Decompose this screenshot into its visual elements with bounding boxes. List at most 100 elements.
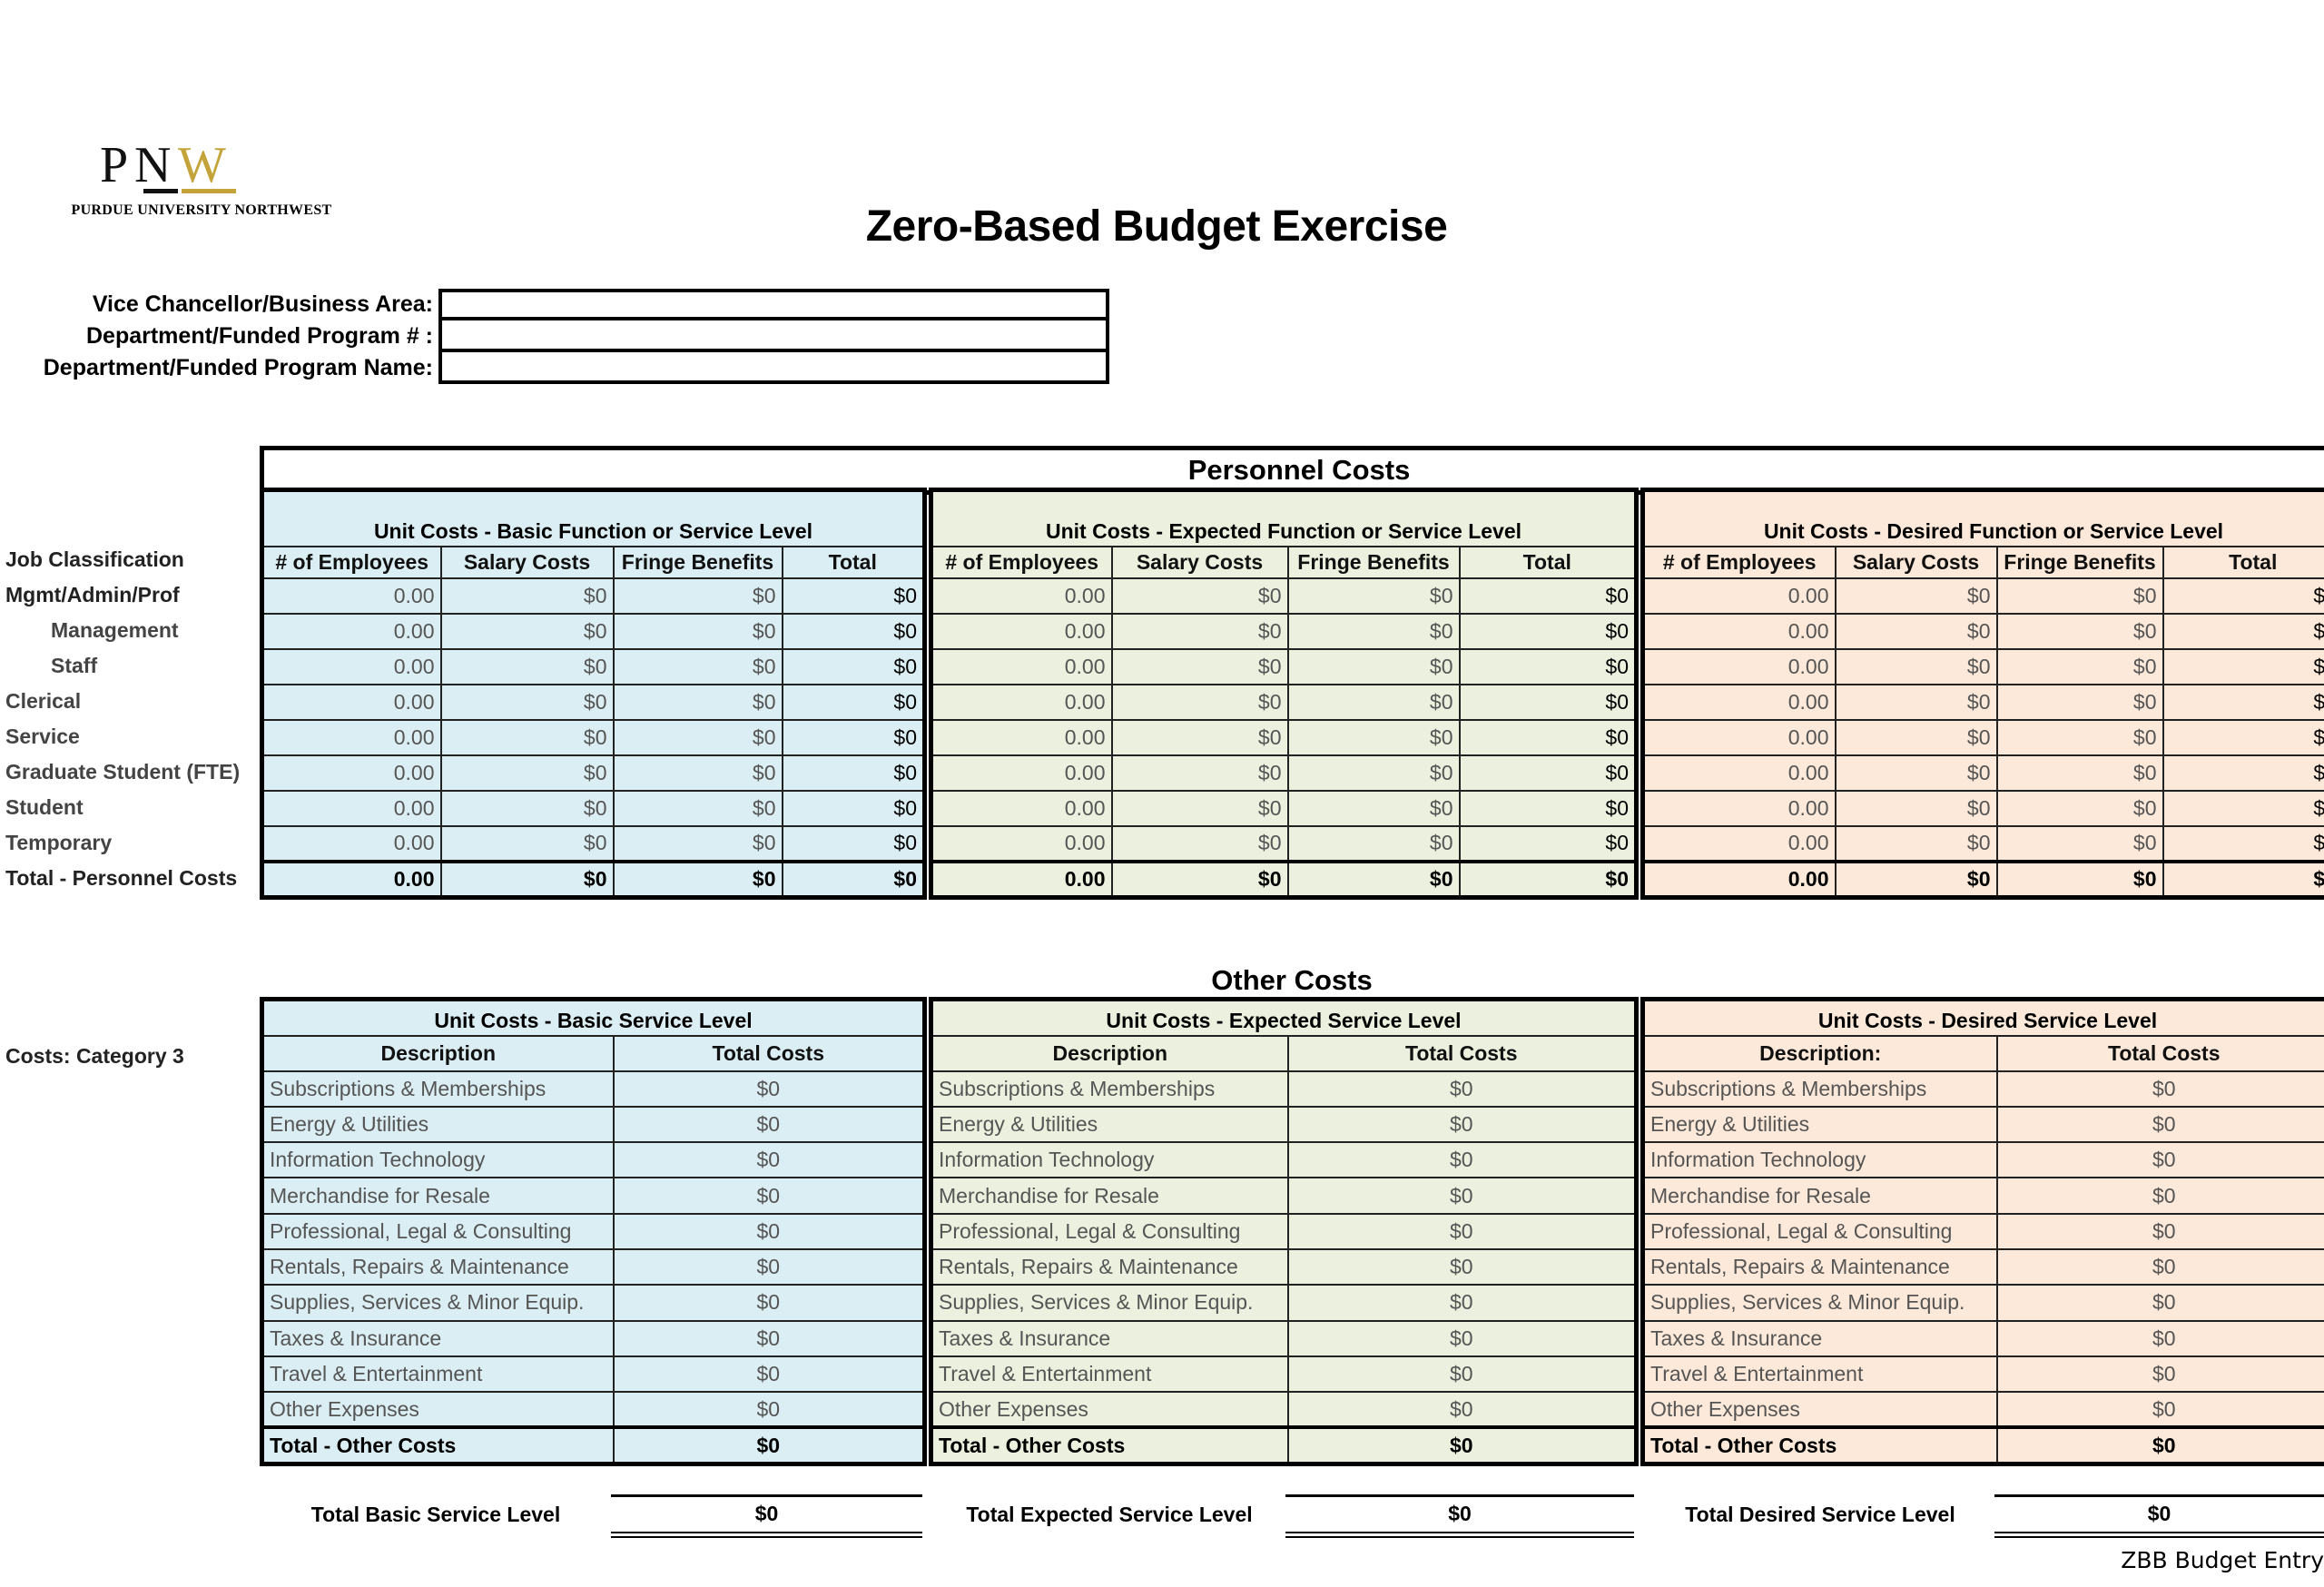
value-cell[interactable]: 0.00 <box>261 647 442 685</box>
total-costs-cell[interactable]: $0 <box>1286 1212 1638 1250</box>
description-cell[interactable]: Taxes & Insurance <box>930 1319 1289 1357</box>
description-cell[interactable]: Energy & Utilities <box>930 1105 1289 1144</box>
total-costs-cell[interactable]: $0 <box>1995 1070 2324 1108</box>
value-cell[interactable]: $0 <box>1834 718 1998 756</box>
value-cell[interactable]: $0 <box>1834 824 1998 862</box>
value-cell[interactable]: $0 <box>612 824 783 862</box>
value-cell[interactable]: 0.00 <box>1641 718 1837 756</box>
total-costs-cell[interactable]: $0 <box>1995 1105 2324 1144</box>
value-cell[interactable]: $0 <box>781 647 926 685</box>
total-costs-cell[interactable]: $0 <box>612 1284 926 1322</box>
value-cell[interactable]: $0 <box>781 754 926 792</box>
info-input[interactable] <box>438 317 1109 352</box>
value-cell[interactable]: 0.00 <box>1641 612 1837 650</box>
value-cell[interactable]: $0 <box>612 718 783 756</box>
value-cell[interactable]: 0.00 <box>1641 754 1837 792</box>
value-cell[interactable]: $0 <box>439 789 615 827</box>
total-costs-cell[interactable]: $0 <box>1995 1177 2324 1215</box>
value-cell[interactable]: $0 <box>1286 577 1461 615</box>
value-cell[interactable]: $0 <box>1995 824 2164 862</box>
value-cell[interactable]: $0 <box>1834 577 1998 615</box>
value-cell[interactable]: 0.00 <box>261 824 442 862</box>
value-cell[interactable]: $0 <box>1995 683 2164 721</box>
value-cell[interactable]: $0 <box>1110 754 1289 792</box>
value-cell[interactable]: 0.00 <box>1641 683 1837 721</box>
description-cell[interactable]: Subscriptions & Memberships <box>1641 1070 1998 1108</box>
value-cell[interactable]: $0 <box>1458 683 1638 721</box>
value-cell[interactable]: 0.00 <box>1641 647 1837 685</box>
value-cell[interactable]: 0.00 <box>930 577 1113 615</box>
value-cell[interactable]: 0.00 <box>261 754 442 792</box>
description-cell[interactable]: Professional, Legal & Consulting <box>1641 1212 1998 1250</box>
description-cell[interactable]: Information Technology <box>261 1141 615 1179</box>
value-cell[interactable]: $0 <box>1995 789 2164 827</box>
value-cell[interactable]: $0 <box>612 612 783 650</box>
description-cell[interactable]: Merchandise for Resale <box>1641 1177 1998 1215</box>
value-cell[interactable]: 0.00 <box>261 789 442 827</box>
value-cell[interactable]: $0 <box>1110 612 1289 650</box>
total-costs-cell[interactable]: $0 <box>1995 1212 2324 1250</box>
description-cell[interactable]: Professional, Legal & Consulting <box>261 1212 615 1250</box>
value-cell[interactable]: $0 <box>1110 718 1289 756</box>
description-cell[interactable]: Supplies, Services & Minor Equip. <box>261 1284 615 1322</box>
value-cell[interactable]: $0 <box>439 577 615 615</box>
total-costs-cell[interactable]: $0 <box>1286 1355 1638 1394</box>
value-cell[interactable]: 0.00 <box>1641 577 1837 615</box>
description-cell[interactable]: Supplies, Services & Minor Equip. <box>930 1284 1289 1322</box>
total-costs-cell[interactable]: $0 <box>612 1105 926 1144</box>
total-costs-cell[interactable]: $0 <box>1995 1355 2324 1394</box>
value-cell[interactable]: $0 <box>612 683 783 721</box>
value-cell[interactable]: 0.00 <box>930 824 1113 862</box>
value-cell[interactable]: $0 <box>1458 754 1638 792</box>
total-costs-cell[interactable]: $0 <box>1995 1319 2324 1357</box>
value-cell[interactable]: $0 <box>1995 754 2164 792</box>
description-cell[interactable]: Other Expenses <box>261 1391 615 1429</box>
value-cell[interactable]: 0.00 <box>930 789 1113 827</box>
total-costs-cell[interactable]: $0 <box>1286 1284 1638 1322</box>
value-cell[interactable]: $0 <box>612 577 783 615</box>
description-cell[interactable]: Rentals, Repairs & Maintenance <box>261 1247 615 1286</box>
total-costs-cell[interactable]: $0 <box>612 1177 926 1215</box>
value-cell[interactable]: 0.00 <box>930 718 1113 756</box>
value-cell[interactable]: $0 <box>2162 683 2324 721</box>
value-cell[interactable]: $0 <box>1110 824 1289 862</box>
value-cell[interactable]: $0 <box>1834 754 1998 792</box>
value-cell[interactable]: $0 <box>1110 577 1289 615</box>
value-cell[interactable]: $0 <box>1458 824 1638 862</box>
value-cell[interactable]: $0 <box>1458 789 1638 827</box>
value-cell[interactable]: $0 <box>781 612 926 650</box>
description-cell[interactable]: Energy & Utilities <box>1641 1105 1998 1144</box>
value-cell[interactable]: $0 <box>1995 577 2164 615</box>
value-cell[interactable]: $0 <box>1834 647 1998 685</box>
value-cell[interactable]: $0 <box>781 683 926 721</box>
value-cell[interactable]: 0.00 <box>930 683 1113 721</box>
value-cell[interactable]: $0 <box>2162 754 2324 792</box>
value-cell[interactable]: $0 <box>2162 612 2324 650</box>
info-input[interactable] <box>438 349 1109 384</box>
value-cell[interactable]: $0 <box>2162 824 2324 862</box>
value-cell[interactable]: 0.00 <box>1641 824 1837 862</box>
value-cell[interactable]: 0.00 <box>1641 789 1837 827</box>
value-cell[interactable]: $0 <box>1458 647 1638 685</box>
value-cell[interactable]: $0 <box>1458 612 1638 650</box>
value-cell[interactable]: $0 <box>1458 718 1638 756</box>
value-cell[interactable]: $0 <box>1834 612 1998 650</box>
value-cell[interactable]: $0 <box>439 683 615 721</box>
value-cell[interactable]: $0 <box>1995 647 2164 685</box>
value-cell[interactable]: $0 <box>781 577 926 615</box>
value-cell[interactable]: 0.00 <box>261 612 442 650</box>
value-cell[interactable]: $0 <box>1286 789 1461 827</box>
value-cell[interactable]: 0.00 <box>930 612 1113 650</box>
value-cell[interactable]: $0 <box>1995 612 2164 650</box>
description-cell[interactable]: Energy & Utilities <box>261 1105 615 1144</box>
value-cell[interactable]: $0 <box>612 647 783 685</box>
value-cell[interactable]: 0.00 <box>261 577 442 615</box>
description-cell[interactable]: Subscriptions & Memberships <box>261 1070 615 1108</box>
total-costs-cell[interactable]: $0 <box>612 1355 926 1394</box>
description-cell[interactable]: Professional, Legal & Consulting <box>930 1212 1289 1250</box>
description-cell[interactable]: Information Technology <box>930 1141 1289 1179</box>
description-cell[interactable]: Merchandise for Resale <box>930 1177 1289 1215</box>
total-costs-cell[interactable]: $0 <box>1286 1070 1638 1108</box>
description-cell[interactable]: Other Expenses <box>930 1391 1289 1429</box>
total-costs-cell[interactable]: $0 <box>1286 1177 1638 1215</box>
